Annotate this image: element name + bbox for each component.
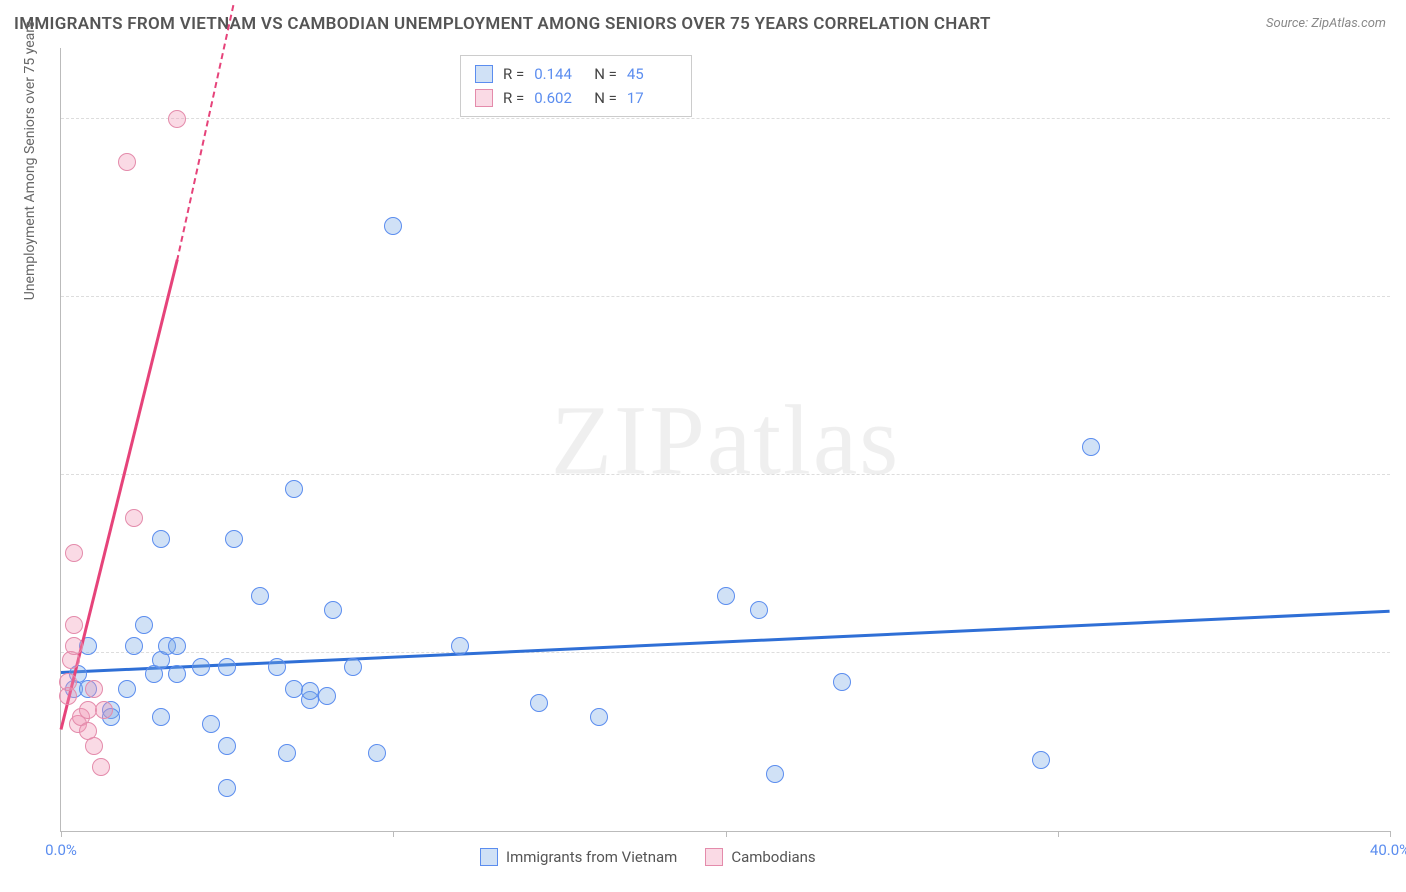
legend-n-0: 45 (627, 62, 677, 86)
legend-swatch-cambodians (705, 848, 723, 866)
data-point (152, 530, 170, 548)
x-tick (726, 831, 727, 837)
legend-row-1: R = 0.602 N = 17 (475, 86, 677, 110)
data-point (717, 587, 735, 605)
gridline (61, 118, 1390, 119)
legend-correlation: R = 0.144 N = 45 R = 0.602 N = 17 (460, 55, 692, 117)
data-point (278, 744, 296, 762)
x-tick (1390, 831, 1391, 837)
x-tick-label: 0.0% (45, 841, 77, 859)
data-point (92, 758, 110, 776)
data-point (65, 544, 83, 562)
chart-title: IMMIGRANTS FROM VIETNAM VS CAMBODIAN UNE… (14, 14, 991, 34)
data-point (218, 779, 236, 797)
legend-swatch-pink (475, 89, 493, 107)
legend-series: Immigrants from Vietnam Cambodians (480, 848, 816, 866)
y-axis-label: Unemployment Among Seniors over 75 years (22, 21, 38, 301)
data-point (384, 217, 402, 235)
watermark: ZIPatlas (551, 382, 900, 497)
y-tick-label: 25.0% (1395, 448, 1406, 466)
data-point (85, 737, 103, 755)
data-point (251, 587, 269, 605)
data-point (168, 110, 186, 128)
x-tick-label: 40.0% (1370, 841, 1406, 859)
data-point (218, 737, 236, 755)
data-point (301, 682, 319, 700)
data-point (530, 694, 548, 712)
data-point (451, 637, 469, 655)
source-label: Source: ZipAtlas.com (1266, 16, 1386, 31)
data-point (125, 637, 143, 655)
data-point (192, 658, 210, 676)
data-point (225, 530, 243, 548)
data-point (85, 680, 103, 698)
legend-item-vietnam: Immigrants from Vietnam (480, 848, 677, 866)
data-point (65, 637, 83, 655)
data-point (79, 701, 97, 719)
legend-item-cambodians: Cambodians (705, 848, 815, 866)
data-point (135, 616, 153, 634)
data-point (285, 480, 303, 498)
legend-label-vietnam: Immigrants from Vietnam (506, 848, 677, 866)
legend-row-0: R = 0.144 N = 45 (475, 62, 677, 86)
legend-n-1: 17 (627, 86, 677, 110)
data-point (766, 765, 784, 783)
y-tick-label: 50.0% (1395, 92, 1406, 110)
trend-line (61, 610, 1390, 674)
plot-area: ZIPatlas 12.5%25.0%37.5%50.0%0.0%40.0% (60, 48, 1390, 832)
y-tick-label: 37.5% (1395, 270, 1406, 288)
y-tick-label: 12.5% (1395, 626, 1406, 644)
legend-r-1: 0.602 (534, 86, 584, 110)
data-point (285, 680, 303, 698)
data-point (125, 509, 143, 527)
legend-label-cambodians: Cambodians (731, 848, 815, 866)
data-point (202, 715, 220, 733)
gridline (61, 652, 1390, 653)
data-point (750, 601, 768, 619)
legend-swatch-blue (475, 65, 493, 83)
trend-line (176, 4, 234, 261)
data-point (59, 673, 77, 691)
data-point (168, 637, 186, 655)
data-point (324, 601, 342, 619)
legend-r-0: 0.144 (534, 62, 584, 86)
gridline (61, 474, 1390, 475)
data-point (168, 665, 186, 683)
data-point (1032, 751, 1050, 769)
legend-swatch-vietnam (480, 848, 498, 866)
data-point (118, 153, 136, 171)
data-point (590, 708, 608, 726)
data-point (218, 658, 236, 676)
data-point (95, 701, 113, 719)
x-tick (1058, 831, 1059, 837)
data-point (318, 687, 336, 705)
x-tick (393, 831, 394, 837)
data-point (833, 673, 851, 691)
data-point (1082, 438, 1100, 456)
data-point (152, 708, 170, 726)
data-point (368, 744, 386, 762)
data-point (118, 680, 136, 698)
data-point (268, 658, 286, 676)
data-point (344, 658, 362, 676)
data-point (65, 616, 83, 634)
gridline (61, 296, 1390, 297)
x-tick (61, 831, 62, 837)
